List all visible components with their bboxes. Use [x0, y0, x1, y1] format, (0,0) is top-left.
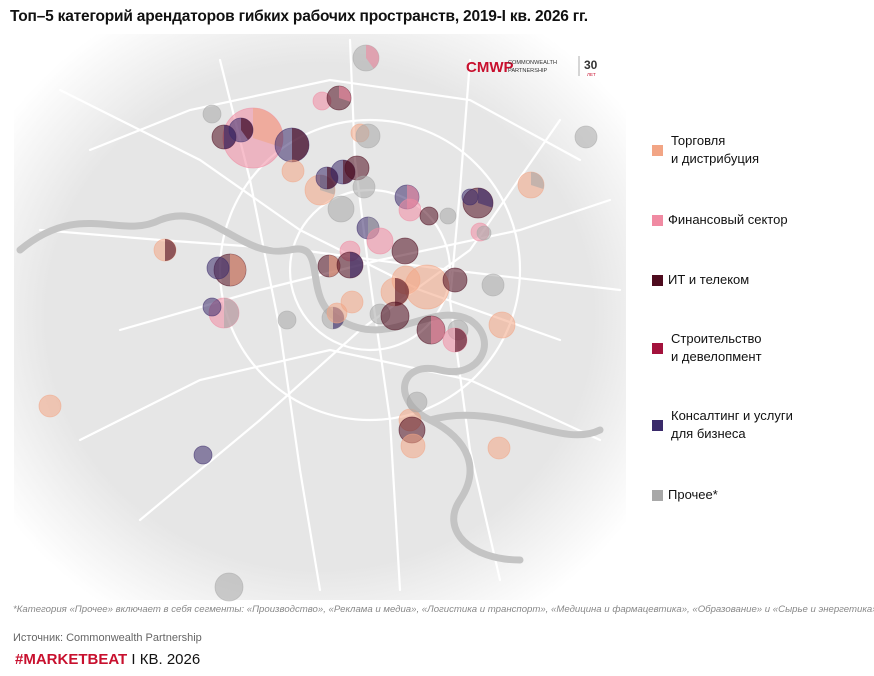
legend-label: ИТ и телеком — [668, 271, 749, 289]
legend-swatch — [652, 145, 663, 156]
legend-swatch — [652, 490, 663, 501]
legend-label: Финансовый сектор — [668, 211, 788, 229]
bubble — [439, 207, 457, 225]
bubble — [355, 123, 381, 149]
bubble — [574, 125, 598, 149]
bubble-slice — [241, 118, 254, 140]
legend-label-line: Торговля — [671, 133, 726, 148]
logo-line2: PARTNERSHIP — [508, 68, 548, 74]
bubble — [419, 206, 439, 226]
bubble — [193, 445, 213, 465]
brand-period: I КВ. 2026 — [131, 651, 201, 668]
bubble — [487, 436, 511, 460]
logo: CMWP COMMONWEALTH PARTNERSHIP 30 ЛЕТ — [466, 56, 598, 77]
bubble — [380, 301, 410, 331]
brand: #MARKETBEAT I КВ. 2026 — [15, 651, 200, 668]
logo-years: 30 — [584, 58, 598, 72]
legend-label: Консалтинг и услуги для бизнеса — [671, 407, 793, 443]
legend-label: Торговля и дистрибуция — [671, 132, 759, 168]
legend-label-line: Финансовый сектор — [668, 212, 788, 227]
map-background — [14, 34, 626, 600]
source: Источник: Commonwealth Partnership — [13, 632, 202, 644]
bubble — [404, 264, 450, 310]
bubble-slice — [431, 316, 445, 344]
legend-swatch — [652, 215, 663, 226]
footnote: *Категория «Прочее» включает в себя сегм… — [13, 604, 874, 615]
bubble — [214, 572, 244, 602]
legend-label-line: ИТ и телеком — [668, 272, 750, 287]
bubble-slice — [531, 172, 544, 190]
bubble-slice — [455, 328, 467, 352]
river — [16, 212, 604, 564]
logo-line1: COMMONWEALTH — [508, 60, 557, 66]
legend-label-line: Строительство — [671, 331, 762, 346]
legend-label: Строительство и девелопмент — [671, 330, 762, 366]
bubble — [206, 256, 230, 280]
bubble-slice — [329, 255, 340, 277]
bubble-slice — [224, 298, 239, 328]
bubble — [38, 394, 62, 418]
logo-years-unit: ЛЕТ — [587, 72, 596, 77]
bubble — [481, 273, 505, 297]
bubble — [488, 311, 516, 339]
legend-swatch — [652, 343, 663, 354]
bubble — [340, 290, 364, 314]
bubble — [327, 195, 355, 223]
legend-label: Прочее* — [668, 486, 718, 504]
bubble-slice — [478, 188, 493, 208]
bubble — [406, 391, 428, 413]
bubble — [366, 227, 394, 255]
bubble — [326, 302, 348, 324]
bubble — [400, 433, 426, 459]
bubble-slice — [253, 108, 284, 148]
bubble — [281, 159, 305, 183]
bubble-slice — [366, 45, 380, 69]
bubble-slice — [339, 86, 351, 102]
bubble — [476, 225, 492, 241]
bubble-slice — [395, 278, 409, 306]
legend-label-line: и дистрибуция — [671, 151, 760, 166]
legend-label-line: для бизнеса — [671, 426, 746, 441]
legend-label-line: и девелопмент — [671, 349, 762, 364]
bubble — [391, 237, 419, 265]
legend-label-line: Консалтинг и услуги — [671, 408, 793, 423]
bubble — [202, 297, 222, 317]
bubble-slice — [230, 254, 246, 286]
logo-mark: CMWP — [466, 59, 514, 76]
bubble — [202, 104, 222, 124]
bubble — [442, 267, 468, 293]
bubble — [277, 310, 297, 330]
bubble — [352, 175, 376, 199]
title: Топ–5 категорий арендаторов гибких рабоч… — [10, 8, 588, 25]
legend-swatch — [652, 275, 663, 286]
bubble-slice — [165, 239, 176, 261]
brand-tag: #MARKETBEAT — [15, 651, 128, 668]
bubbles — [38, 44, 598, 602]
legend-label-line: Прочее* — [668, 487, 718, 502]
bubble — [398, 198, 422, 222]
bubble-slice — [350, 252, 363, 278]
bubble-slice — [292, 128, 309, 162]
legend-swatch — [652, 420, 663, 431]
bubble — [461, 188, 479, 206]
